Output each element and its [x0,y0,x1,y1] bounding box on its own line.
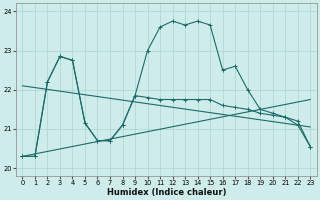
X-axis label: Humidex (Indice chaleur): Humidex (Indice chaleur) [107,188,226,197]
